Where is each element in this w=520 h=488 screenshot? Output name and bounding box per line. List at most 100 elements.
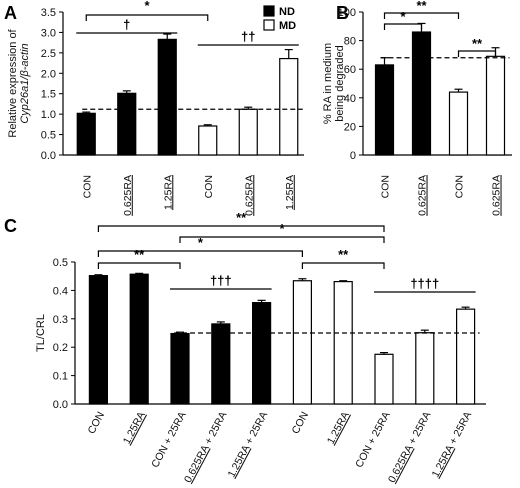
significance-marker: ** — [472, 36, 483, 51]
bar — [279, 57, 299, 156]
category-label-rest: + 25RA — [405, 410, 434, 449]
category-label-rest: CON + 25RA — [149, 410, 189, 470]
significance-bracket — [179, 236, 385, 243]
bar — [333, 280, 353, 405]
significance-marker: † — [123, 17, 130, 32]
significance-bracket — [383, 12, 460, 19]
category-label-underlined: 0.625RA — [386, 443, 416, 485]
category-label-underlined: 1.25RA — [430, 443, 457, 480]
y-tick-label: 60 — [344, 64, 356, 76]
significance-marker: ** — [338, 247, 349, 262]
category-label: CON — [380, 175, 392, 198]
significance-bracket — [383, 23, 423, 30]
legend-label: MD — [279, 20, 296, 32]
category-label-rest: + 25RA — [242, 410, 271, 449]
significance-bracket — [97, 262, 181, 269]
y-tick-label: 0.5 — [41, 130, 56, 142]
bar — [485, 55, 506, 156]
legend-label: ND — [279, 6, 295, 18]
significance-bracket — [97, 225, 385, 232]
category-label: 1.25RA — [284, 175, 296, 210]
y-tick-label: 0.3 — [53, 314, 68, 326]
bar — [170, 332, 190, 405]
category-label-rest: CON — [289, 410, 311, 436]
significance-bracket — [457, 50, 497, 57]
panel-label: B — [336, 3, 349, 23]
y-tick-label: 20 — [344, 121, 356, 133]
bar — [374, 64, 395, 156]
y-tick-label: 3.0 — [41, 27, 56, 39]
bar — [129, 273, 149, 405]
panel-b: B 0 20 40 60 80 100 % RA in medium being degrade… — [322, 0, 512, 216]
bar — [76, 112, 96, 156]
significance-bracket — [301, 262, 385, 269]
category-label: 1.25RA — [162, 175, 174, 210]
y-tick-label: 1.0 — [41, 109, 56, 121]
y-tick-label: 0.0 — [53, 399, 68, 411]
bar — [88, 275, 109, 405]
bar — [252, 302, 272, 405]
bar — [238, 108, 258, 156]
bar — [456, 308, 476, 405]
y-tick-label: 40 — [344, 93, 356, 105]
significance-marker: †††† — [410, 276, 439, 291]
category-label-rest: CON — [85, 410, 107, 436]
y-tick-label: 2.0 — [41, 68, 56, 80]
y-tick-label: 0.0 — [41, 150, 56, 162]
bar — [211, 323, 231, 405]
significance-bracket — [97, 250, 303, 257]
bar — [415, 332, 435, 405]
category-label: 0.625RA — [491, 175, 503, 216]
y-tick-label: 100 — [338, 7, 356, 19]
significance-marker: * — [198, 235, 204, 250]
legend-swatch — [263, 19, 275, 31]
category-label: 1.25RA + 25RA — [226, 410, 271, 480]
category-label-rest: + 25RA — [446, 410, 475, 449]
category-label: CON + 25RA — [149, 410, 189, 470]
y-tick-label: 0.2 — [53, 342, 68, 354]
category-label: CON — [203, 175, 215, 198]
category-label: CON — [81, 175, 93, 198]
y-tick-label: 0.1 — [53, 371, 68, 383]
significance-marker: * — [144, 0, 150, 13]
y-axis-label-line2: Cyp26a1/β-actin — [19, 43, 31, 123]
category-label-rest: + 25RA — [201, 410, 230, 449]
y-tick-label: 0 — [350, 150, 356, 162]
bar — [117, 92, 137, 156]
significance-marker: ††† — [210, 273, 232, 288]
category-label: CON — [289, 410, 311, 436]
panel-label: C — [4, 216, 17, 236]
significance-marker: * — [279, 221, 285, 236]
category-label: 0.625RA — [417, 175, 429, 216]
category-label-underlined: 1.25RA — [121, 410, 148, 447]
y-tick-label: 0.5 — [53, 257, 68, 269]
category-label: 0.625RA + 25RA — [182, 410, 229, 485]
y-tick-label: 80 — [344, 36, 356, 48]
y-tick-label: 0.4 — [53, 285, 68, 297]
category-label: CON — [454, 175, 466, 198]
bar — [292, 280, 312, 405]
y-tick-label: 2.5 — [41, 48, 56, 60]
y-axis-label: TL/CRL — [35, 314, 47, 352]
bar — [448, 91, 469, 156]
category-label: 1.25RA — [325, 410, 352, 447]
y-axis-label-line1: Relative expression of — [7, 28, 19, 137]
bar — [374, 353, 394, 405]
y-axis-label-line2: being degraded — [334, 45, 346, 121]
category-label: 1.25RA + 25RA — [430, 410, 475, 480]
significance-marker: †† — [241, 29, 255, 44]
category-label-underlined: 1.25RA — [325, 410, 352, 447]
category-label: CON — [85, 410, 107, 436]
category-label-underlined: 0.625RA — [182, 443, 212, 485]
bar — [411, 31, 432, 156]
significance-marker: ** — [236, 210, 247, 225]
panel-label: A — [4, 3, 17, 23]
category-label-rest: CON + 25RA — [353, 410, 393, 470]
significance-bracket — [85, 14, 209, 21]
significance-marker: ** — [416, 0, 427, 13]
y-tick-label: 1.5 — [41, 89, 56, 101]
bar — [198, 125, 218, 156]
category-label: 0.625RA — [122, 175, 134, 216]
